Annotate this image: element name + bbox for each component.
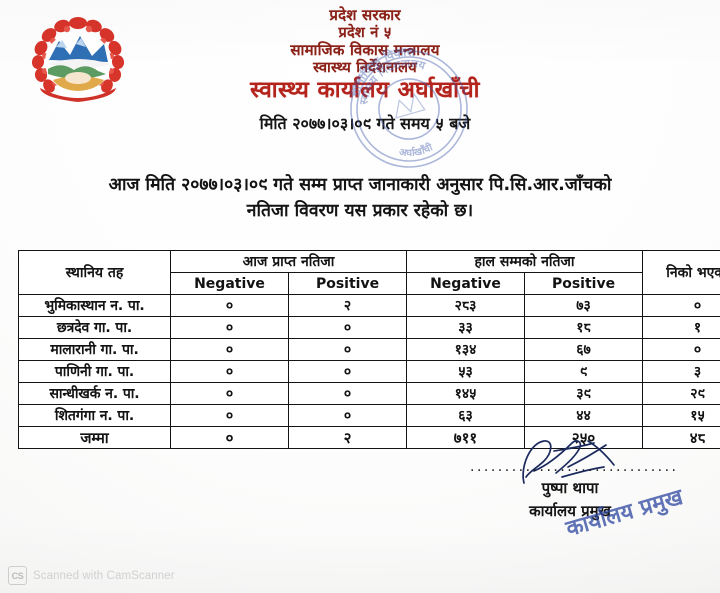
cell-total-todate-negative: ७११ — [406, 426, 525, 449]
cell-today-negative: ० — [170, 294, 289, 317]
cell-today-negative: ० — [170, 382, 289, 405]
table-row: भुमिकास्थान न. पा. ० २ २८३ ७३ ० — [18, 294, 720, 317]
cell-total-today-positive: २ — [288, 426, 407, 449]
cell-recovered: १५ — [642, 404, 720, 427]
cell-total-recovered: ४८ — [642, 426, 720, 449]
col-header-todate-negative: Negative — [406, 272, 525, 295]
cell-today-positive: ० — [288, 404, 407, 427]
cell-today-positive: ० — [288, 360, 407, 383]
cell-todate-negative: १३४ — [406, 338, 525, 361]
document-header: प्रदेश सरकार प्रदेश नं ५ सामाजिक विकास म… — [150, 6, 580, 148]
cell-todate-positive: ७३ — [524, 294, 643, 317]
nepal-government-emblem — [26, 14, 130, 114]
col-header-today-positive: Positive — [288, 272, 407, 295]
cell-today-negative: ० — [170, 338, 289, 361]
cell-todate-positive: ६७ — [524, 338, 643, 361]
cell-todate-positive: ३९ — [524, 382, 643, 405]
header-date-line: मिति २०७७।०३।०९ गते समय ५ बजे — [259, 113, 471, 133]
cell-local-level: पाणिनी गा. पा. — [18, 360, 171, 383]
notice-body-line-2: नतिजा विवरण यस प्रकार रहेको छ। — [246, 201, 474, 222]
cell-today-negative: ० — [170, 316, 289, 339]
header-line-directorate: स्वास्थ्य निर्देशनालय — [313, 59, 417, 76]
header-line-province-government: प्रदेश सरकार — [329, 6, 401, 24]
col-header-recovered: निको भएका — [642, 250, 720, 295]
table-row: छत्रदेव गा. पा. ० ० ३३ १८ १ — [18, 316, 720, 339]
cell-total-todate-positive: २५० — [524, 426, 643, 449]
cell-todate-negative: ३३ — [406, 316, 525, 339]
camscanner-badge-icon: CS — [8, 566, 27, 585]
signatory-name: पुष्पा थापा — [541, 479, 599, 497]
cell-todate-negative: ६३ — [406, 404, 525, 427]
cell-local-level: सान्धीखर्क न. पा. — [18, 382, 171, 405]
col-header-todate-positive: Positive — [524, 272, 643, 295]
cell-todate-positive: १८ — [524, 316, 643, 339]
emblem-ribbon — [40, 88, 116, 102]
signature-block: .............................. पुष्पा था… — [470, 459, 679, 521]
cell-total-label: जम्मा — [18, 426, 171, 449]
cell-today-negative: ० — [170, 404, 289, 427]
cell-recovered: ० — [642, 338, 720, 361]
emblem-mountains — [49, 36, 108, 62]
pcr-results-table-wrapper: स्थानिय तह आज प्राप्त नतिजा हाल सम्मको न… — [18, 250, 720, 449]
cell-today-positive: २ — [288, 294, 407, 317]
camscanner-watermark: CS Scanned with CamScanner — [8, 566, 175, 585]
cell-recovered: ० — [642, 294, 720, 317]
cell-todate-positive: ९ — [524, 360, 643, 383]
notice-body-line-1: आज मिति २०७७।०३।०९ गते सम्म प्राप्त जाना… — [108, 175, 612, 195]
cell-todate-negative: २८३ — [406, 294, 525, 317]
pcr-results-table: स्थानिय तह आज प्राप्त नतिजा हाल सम्मको न… — [18, 250, 720, 449]
signatory-title: कार्यालय प्रमुख — [529, 502, 611, 520]
table-row: मालारानी गा. पा. ० ० १३४ ६७ ० — [18, 338, 720, 361]
signature-dotted-line: .............................. — [470, 459, 679, 475]
header-office-name: स्वास्थ्य कार्यालय अर्घाखाँची — [250, 76, 480, 103]
cell-recovered: १ — [642, 316, 720, 339]
col-group-header-todate: हाल सम्मको नतिजा — [406, 250, 643, 273]
cell-todate-positive: ४४ — [524, 404, 643, 427]
header-line-province-number: प्रदेश नं ५ — [338, 24, 392, 41]
col-header-today-negative: Negative — [170, 272, 289, 295]
table-row: पाणिनी गा. पा. ० ० ५३ ९ ३ — [18, 360, 720, 383]
cell-total-today-negative: ० — [170, 426, 289, 449]
table-row: सान्धीखर्क न. पा. ० ० १४५ ३९ २९ — [18, 382, 720, 405]
cell-todate-negative: १४५ — [406, 382, 525, 405]
notice-body: आज मिति २०७७।०३।०९ गते सम्म प्राप्त जाना… — [46, 172, 674, 225]
cell-local-level: भुमिकास्थान न. पा. — [18, 294, 171, 317]
cell-today-positive: ० — [288, 316, 407, 339]
cell-local-level: शितगंगा न. पा. — [18, 404, 171, 427]
table-header-row-group: स्थानिय तह आज प्राप्त नतिजा हाल सम्मको न… — [18, 250, 720, 295]
cell-today-positive: ० — [288, 338, 407, 361]
header-line-ministry: सामाजिक विकास मन्त्रालय — [290, 40, 440, 59]
cell-local-level: मालारानी गा. पा. — [18, 338, 171, 361]
cell-recovered: २९ — [642, 382, 720, 405]
cell-local-level: छत्रदेव गा. पा. — [18, 316, 171, 339]
cell-today-negative: ० — [170, 360, 289, 383]
col-header-local-level: स्थानिय तह — [18, 250, 171, 295]
cell-todate-negative: ५३ — [406, 360, 525, 383]
camscanner-label: Scanned with CamScanner — [33, 569, 175, 582]
table-total-row: जम्मा ० २ ७११ २५० ४८ — [18, 426, 720, 449]
cell-today-positive: ० — [288, 382, 407, 405]
table-header-row-sub: Negative Positive Negative Positive — [19, 272, 720, 295]
col-group-header-today: आज प्राप्त नतिजा — [170, 250, 407, 273]
cell-recovered: ३ — [642, 360, 720, 383]
table-row: शितगंगा न. पा. ० ० ६३ ४४ १५ — [18, 404, 720, 427]
